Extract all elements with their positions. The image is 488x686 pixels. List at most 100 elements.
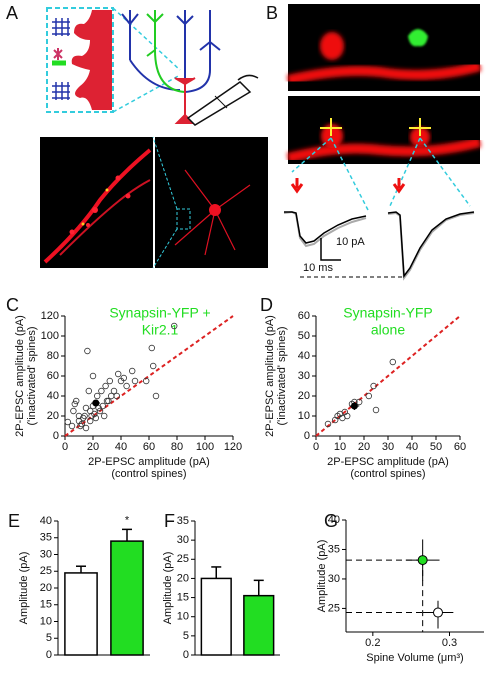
point bbox=[77, 422, 84, 430]
y-tick-label: 0 bbox=[304, 430, 310, 442]
bar bbox=[110, 540, 144, 656]
y-axis-label: Amplitude (pA) bbox=[18, 552, 30, 625]
y-axis-label: Amplitude (pA) bbox=[162, 552, 174, 625]
point bbox=[79, 414, 87, 422]
point bbox=[128, 367, 136, 375]
scale-label: 10 pA bbox=[336, 236, 365, 248]
annotation: * bbox=[125, 514, 130, 526]
point bbox=[114, 370, 122, 378]
x-tick-label: 20 bbox=[358, 441, 370, 453]
y-tick-label: 0 bbox=[46, 649, 52, 661]
point bbox=[91, 410, 98, 418]
y-tick-label: 20 bbox=[298, 390, 310, 402]
panel-label: C bbox=[6, 295, 19, 315]
y-tick-label: 60 bbox=[47, 370, 59, 382]
point bbox=[372, 406, 380, 414]
y-tick-label: 120 bbox=[41, 310, 59, 322]
y-tick-label: 10 bbox=[177, 611, 189, 623]
panel-label: D bbox=[260, 295, 273, 315]
point bbox=[99, 402, 106, 410]
y-tick-label: 5 bbox=[183, 630, 189, 642]
x-tick-label: 0 bbox=[62, 441, 68, 453]
x-tick-label: 80 bbox=[171, 441, 183, 453]
y-tick-label: 20 bbox=[40, 582, 52, 594]
point bbox=[356, 398, 363, 406]
point bbox=[110, 387, 118, 395]
y-tick-label: 35 bbox=[177, 515, 189, 527]
point bbox=[344, 412, 351, 420]
schematic bbox=[46, 7, 259, 126]
point bbox=[84, 347, 91, 355]
x-tick-label: 50 bbox=[430, 441, 442, 453]
point bbox=[105, 397, 112, 405]
point bbox=[78, 420, 85, 428]
y-tick-label: 35 bbox=[40, 532, 52, 544]
chart-title: Synapsin-YFP + bbox=[109, 305, 210, 321]
y-axis-label: ('inactivated' spines) bbox=[276, 327, 288, 426]
chart-title: alone bbox=[371, 322, 405, 338]
point bbox=[68, 422, 76, 430]
point bbox=[149, 362, 157, 370]
y-tick-label: 80 bbox=[47, 350, 59, 362]
x-tick-label: 30 bbox=[382, 441, 394, 453]
mean-point bbox=[350, 402, 358, 410]
point bbox=[96, 407, 104, 415]
scale-label: 10 ms bbox=[303, 262, 333, 274]
point bbox=[93, 392, 101, 400]
x-tick-label: 0.3 bbox=[442, 637, 457, 649]
x-tick-label: 0.2 bbox=[365, 637, 380, 649]
y-tick-label: 30 bbox=[328, 573, 340, 585]
x-tick-label: 120 bbox=[224, 441, 242, 453]
y-tick-label: 50 bbox=[298, 330, 310, 342]
micrograph bbox=[40, 136, 268, 269]
point bbox=[98, 387, 105, 395]
y-tick-label: 35 bbox=[328, 543, 340, 555]
x-axis-label: (control spines) bbox=[350, 468, 425, 480]
point bbox=[102, 382, 109, 390]
point bbox=[70, 407, 77, 415]
y-tick-label: 30 bbox=[298, 370, 310, 382]
panel-label: F bbox=[164, 511, 175, 531]
y-axis-label: Amplitude (pA) bbox=[316, 540, 328, 613]
x-axis-label: 2P-EPSC amplitude (pA) bbox=[327, 456, 449, 468]
point bbox=[152, 392, 160, 400]
point bbox=[365, 392, 372, 400]
point bbox=[85, 387, 92, 395]
point bbox=[95, 404, 102, 412]
bar bbox=[200, 577, 232, 656]
y-tick-label: 30 bbox=[177, 534, 189, 546]
y-tick-label: 25 bbox=[40, 565, 52, 577]
x-tick-label: 40 bbox=[115, 441, 127, 453]
point bbox=[100, 412, 108, 420]
y-tick-label: 20 bbox=[177, 572, 189, 584]
mean-point bbox=[92, 399, 100, 407]
y-tick-label: 15 bbox=[40, 599, 52, 611]
point bbox=[71, 400, 78, 408]
point bbox=[148, 344, 155, 352]
panel-label: E bbox=[8, 511, 20, 531]
point bbox=[64, 418, 71, 426]
y-tick-label: 0 bbox=[183, 649, 189, 661]
point bbox=[72, 397, 80, 405]
y-tick-label: 60 bbox=[298, 310, 310, 322]
point bbox=[120, 374, 127, 382]
x-tick-label: 60 bbox=[454, 441, 466, 453]
x-axis-label: Spine Volume (μm³) bbox=[366, 652, 463, 664]
y-tick-label: 10 bbox=[40, 615, 52, 627]
point bbox=[389, 358, 396, 366]
point bbox=[82, 404, 90, 412]
x-tick-label: 10 bbox=[334, 441, 346, 453]
y-axis-label: 2P-EPSC amplitude (pA) bbox=[264, 315, 276, 437]
point bbox=[170, 322, 178, 330]
x-tick-label: 0 bbox=[313, 441, 319, 453]
x-tick-label: 40 bbox=[406, 441, 418, 453]
point bbox=[370, 382, 377, 390]
point bbox=[417, 555, 428, 566]
point bbox=[92, 414, 99, 422]
point bbox=[89, 372, 97, 380]
y-tick-label: 10 bbox=[298, 410, 310, 422]
bar bbox=[243, 594, 275, 656]
micrograph bbox=[286, 4, 482, 211]
panel-label: B bbox=[266, 3, 278, 23]
y-tick-label: 20 bbox=[47, 410, 59, 422]
